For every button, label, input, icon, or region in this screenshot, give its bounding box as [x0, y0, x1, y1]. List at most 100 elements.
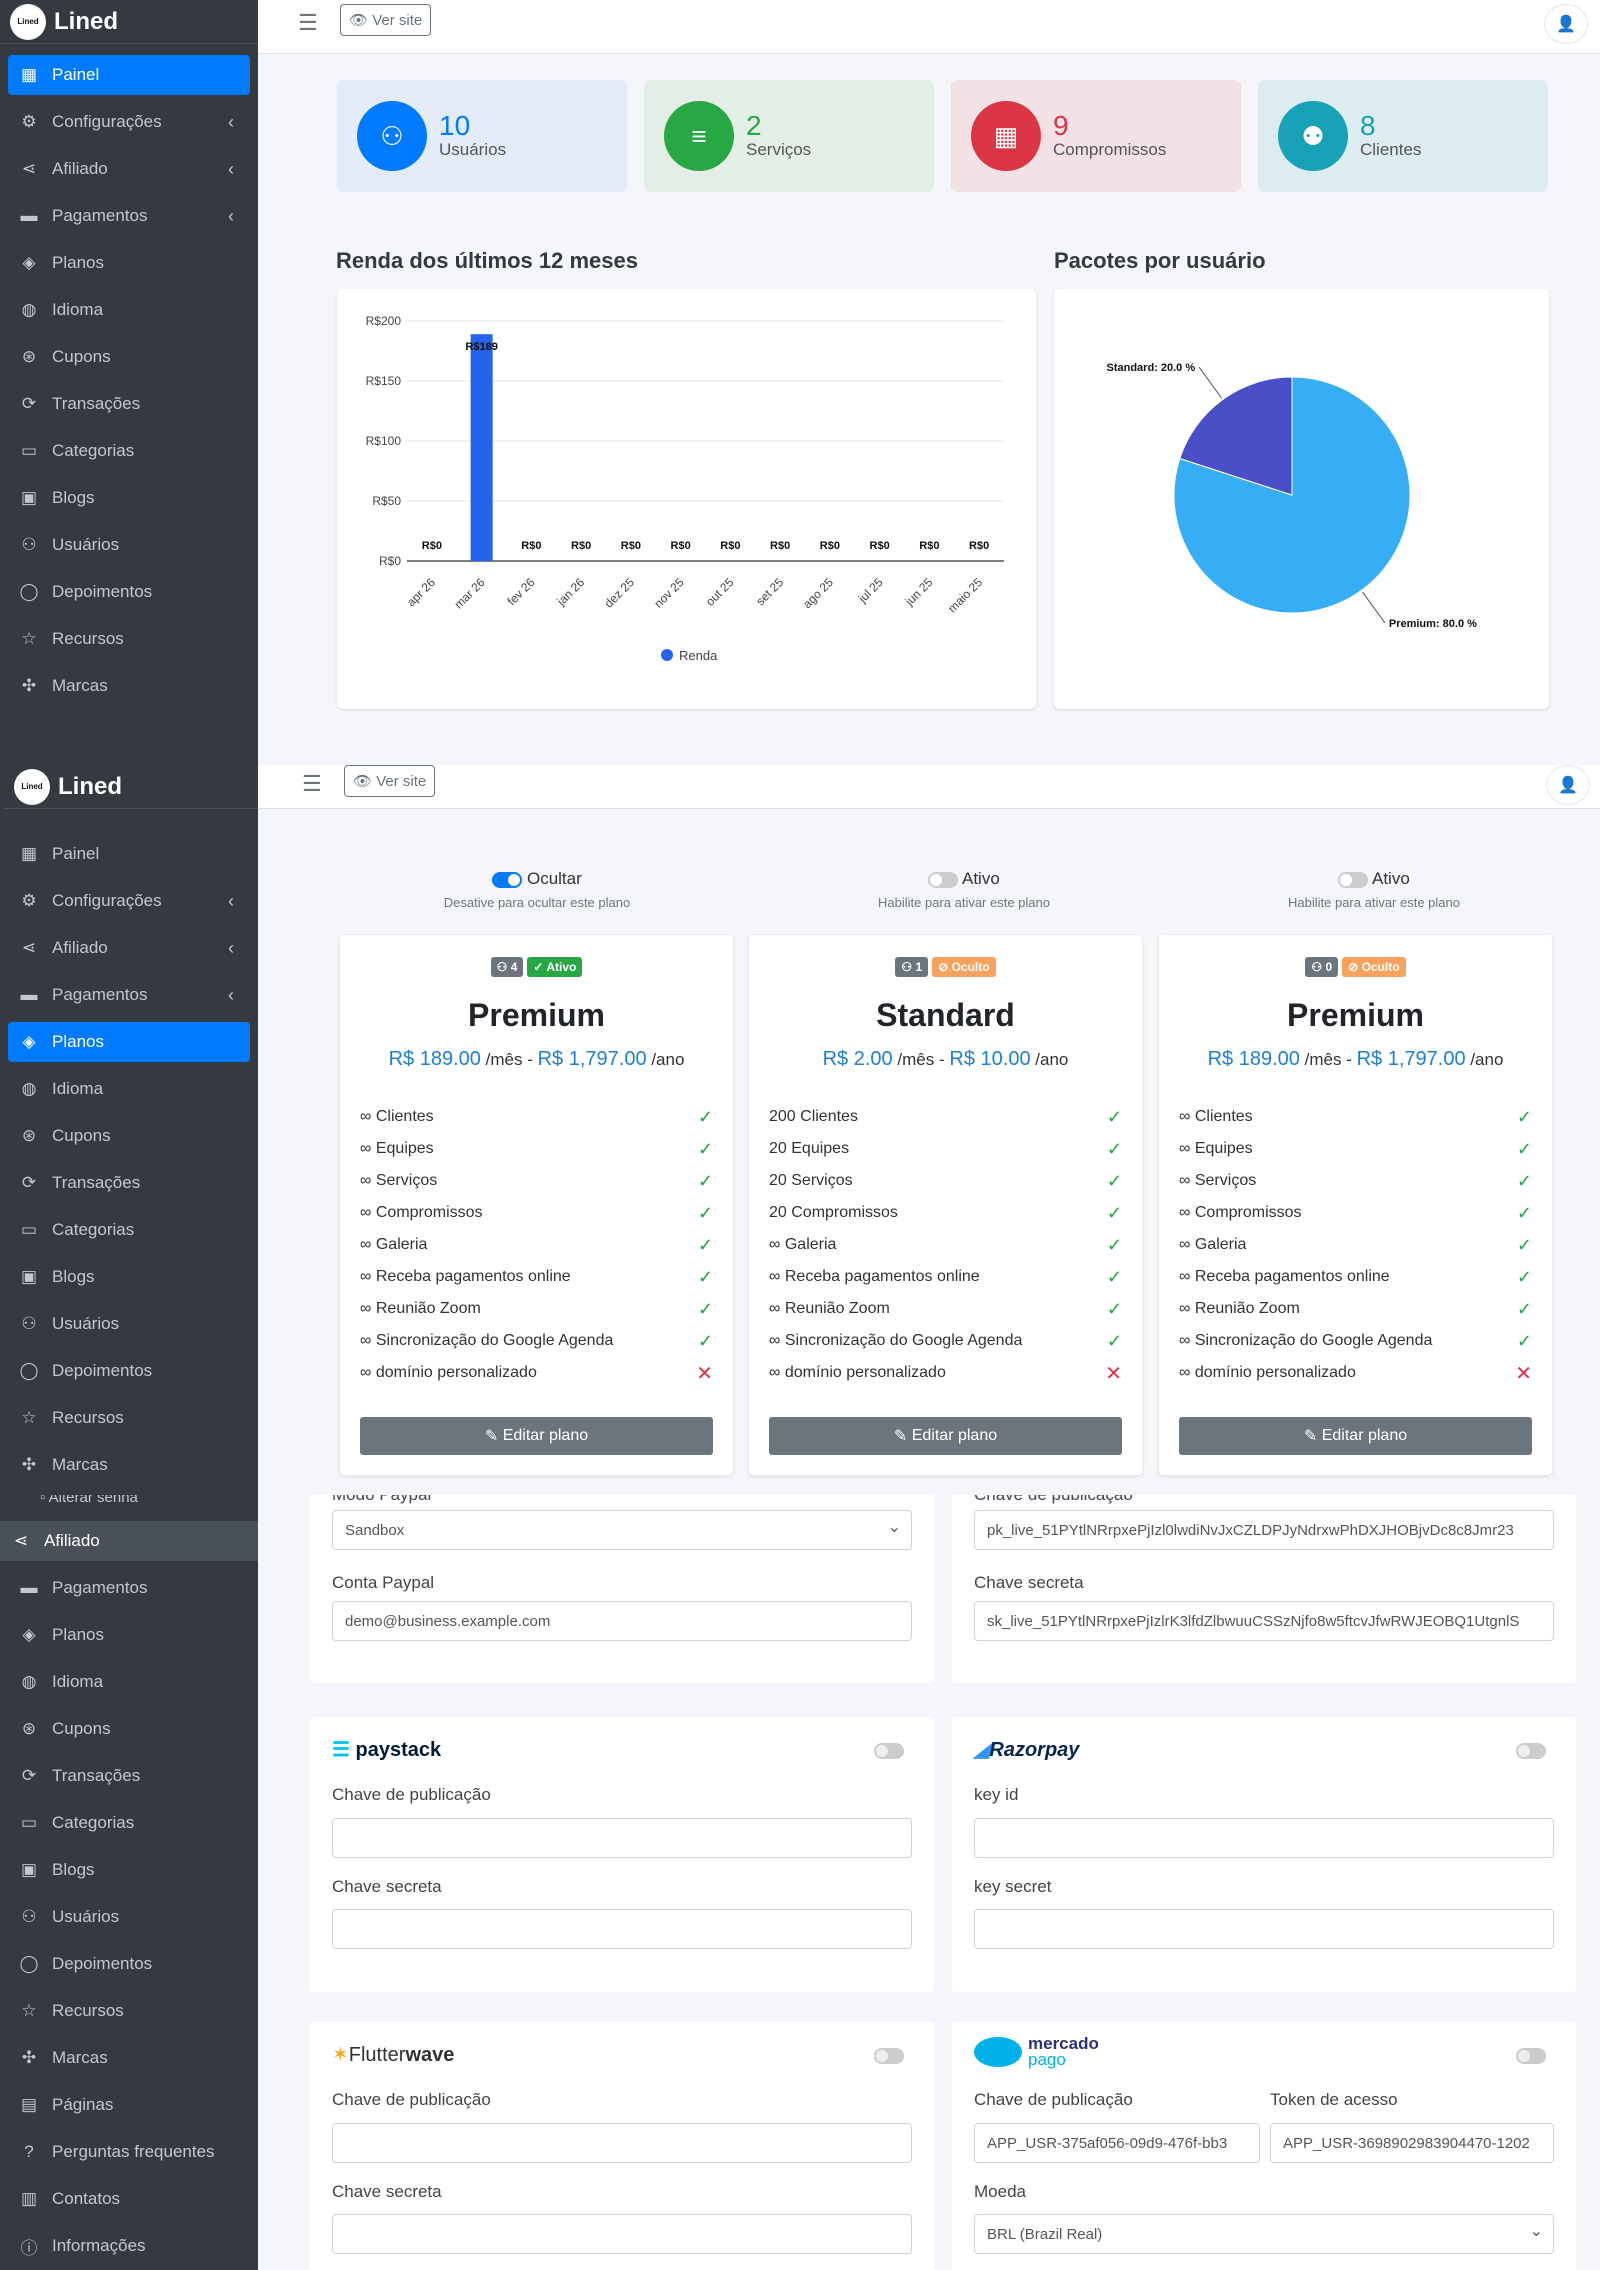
flutterwave-logo-text-b: wave — [405, 2044, 455, 2066]
sidebar-item-contatos[interactable]: ▥ Contatos — [8, 2179, 250, 2219]
hamburger-icon[interactable]: ☰ — [298, 10, 318, 35]
mercadopago-access-token-input[interactable]: APP_USR-3698902983904470-1202 — [1270, 2123, 1554, 2163]
stripe-secret-key-label: Chave secreta — [974, 1573, 1084, 1592]
sidebar-item-depoimentos[interactable]: ◯ Depoimentos — [8, 1944, 250, 1984]
stat-box-compromissos[interactable]: ▦ 9 Compromissos — [951, 80, 1241, 192]
bar[interactable] — [470, 334, 493, 561]
stat-box-serviços[interactable]: ≡ 2 Serviços — [644, 80, 934, 192]
paystack-toggle[interactable] — [874, 1743, 904, 1759]
sidebar-item-painel[interactable]: ▦ Painel — [8, 55, 250, 95]
sidebar-item-páginas[interactable]: ▤ Páginas — [8, 2085, 250, 2125]
globe-icon: ◍ — [21, 1672, 37, 1691]
sidebar-item-label: Blogs — [52, 488, 95, 507]
sidebar-item-categorias[interactable]: ▭ Categorias — [8, 431, 250, 471]
question-icon: ? — [24, 2142, 34, 2161]
sidebar-item-pagamentos[interactable]: ▬ Pagamentos — [8, 1568, 250, 1608]
sidebar-item-usuários[interactable]: ⚇ Usuários — [8, 1897, 250, 1937]
plan-visibility-toggle[interactable]: Ocultar Desative para ocultar este plano — [387, 869, 687, 910]
sidebar-item-planos[interactable]: ◈ Planos — [8, 1615, 250, 1655]
sidebar-item-marcas[interactable]: ✣ Marcas — [8, 2038, 250, 2078]
paypal-mode-select[interactable]: Sandbox — [332, 1510, 912, 1550]
sidebar-item-categorias[interactable]: ▭ Categorias — [8, 1803, 250, 1843]
brand[interactable]: Lined Lined — [0, 0, 258, 44]
sidebar-item-planos[interactable]: ◈ Planos — [8, 1022, 250, 1062]
feature-item: ∞ Receba pagamentos online ✓ — [1179, 1266, 1532, 1287]
view-site-button[interactable]: 👁 Ver site — [340, 4, 432, 36]
sidebar-item-blogs[interactable]: ▣ Blogs — [8, 1850, 250, 1890]
sidebar-item-planos[interactable]: ◈ Planos — [8, 243, 250, 283]
toggle-label: Ativo — [1372, 869, 1410, 888]
edit-plan-button[interactable]: ✎ Editar plano — [360, 1417, 713, 1455]
stat-box-clientes[interactable]: ⚉ 8 Clientes — [1258, 80, 1548, 192]
flutterwave-secret-key-input[interactable] — [332, 2214, 912, 2254]
chevron-left-icon: ‹ — [228, 111, 234, 132]
sidebar-item-recursos[interactable]: ☆ Recursos — [8, 619, 250, 659]
infinity-icon: ∞ — [360, 1268, 372, 1285]
flutterwave-toggle[interactable] — [874, 2048, 904, 2064]
razorpay-key-id-input[interactable] — [974, 1818, 1554, 1858]
x-tick-label: mar 26 — [451, 575, 488, 612]
legend-label[interactable]: Renda — [679, 648, 718, 663]
pie-slice-standard[interactable] — [1179, 376, 1293, 496]
brand-logo: Lined — [10, 3, 46, 40]
sidebar-item-configurações[interactable]: ⚙ Configurações ‹ — [8, 102, 250, 142]
paystack-secret-key-input[interactable] — [332, 1909, 912, 1949]
sidebar-item-transações[interactable]: ⟳ Transações — [8, 384, 250, 424]
sidebar-item-blogs[interactable]: ▣ Blogs — [8, 478, 250, 518]
edit-plan-button[interactable]: ✎ Editar plano — [1179, 1417, 1532, 1455]
sidebar-item-pagamentos[interactable]: ▬ Pagamentos ‹ — [8, 196, 250, 236]
mercadopago-currency-select[interactable]: BRL (Brazil Real) — [974, 2214, 1554, 2254]
sidebar-item-afiliado[interactable]: ⋖ Afiliado ‹ — [8, 149, 250, 189]
sidebar-item-informações[interactable]: ⓘ Informações — [8, 2226, 250, 2266]
toggle-switch[interactable] — [1338, 871, 1369, 888]
sidebar-item-afiliado[interactable]: ⋖ Afiliado ‹ — [8, 928, 250, 968]
edit-plan-button[interactable]: ✎ Editar plano — [769, 1417, 1122, 1455]
sidebar-item-perguntas-frequentes[interactable]: ? Perguntas frequentes — [8, 2132, 250, 2172]
view-site-button[interactable]: 👁 Ver site — [344, 765, 436, 797]
sidebar-item-depoimentos[interactable]: ◯ Depoimentos — [8, 1351, 250, 1391]
mercadopago-publish-key-input[interactable]: APP_USR-375af056-09d9-476f-bb3 — [974, 2123, 1260, 2163]
sidebar-item-usuários[interactable]: ⚇ Usuários — [8, 1304, 250, 1344]
sidebar-item-change-password[interactable]: ▫ Alterar senha — [0, 1495, 258, 1521]
sidebar-item-pagamentos[interactable]: ▬ Pagamentos ‹ — [8, 975, 250, 1015]
sidebar-item-idioma[interactable]: ◍ Idioma — [8, 1069, 250, 1109]
sidebar-item-marcas[interactable]: ✣ Marcas — [8, 666, 250, 706]
sidebar-item-idioma[interactable]: ◍ Idioma — [8, 290, 250, 330]
user-menu-icon[interactable]: 👤 — [1546, 765, 1590, 805]
sidebar-item-usuários[interactable]: ⚇ Usuários — [8, 525, 250, 565]
user-menu-icon[interactable]: 👤 — [1544, 4, 1588, 44]
razorpay-key-secret-input[interactable] — [974, 1909, 1554, 1949]
toggle-switch[interactable] — [928, 871, 959, 888]
pie-slice-premium[interactable] — [1173, 376, 1411, 614]
brand[interactable]: Lined Lined — [4, 765, 258, 809]
paypal-account-input[interactable]: demo@business.example.com — [332, 1601, 912, 1641]
hamburger-icon[interactable]: ☰ — [302, 771, 322, 796]
paystack-publish-key-input[interactable] — [332, 1818, 912, 1858]
stripe-publish-key-input[interactable]: pk_live_51PYtlNRrpxePjIzl0lwdiNvJxCZLDPJ… — [974, 1510, 1554, 1550]
razorpay-toggle[interactable] — [1516, 1743, 1546, 1759]
sidebar-item-marcas[interactable]: ✣ Marcas — [8, 1445, 250, 1485]
sidebar-item-cupons[interactable]: ⊛ Cupons — [8, 1709, 250, 1749]
toggle-switch[interactable] — [492, 871, 523, 888]
plan-visibility-toggle[interactable]: Ativo Habilite para ativar este plano — [1224, 869, 1524, 910]
sidebar-item-idioma[interactable]: ◍ Idioma — [8, 1662, 250, 1702]
sidebar-item-configurações[interactable]: ⚙ Configurações ‹ — [8, 881, 250, 921]
sidebar-item-recursos[interactable]: ☆ Recursos — [8, 1991, 250, 2031]
sidebar-item-transações[interactable]: ⟳ Transações — [8, 1756, 250, 1796]
sidebar-item-cupons[interactable]: ⊛ Cupons — [8, 1116, 250, 1156]
sidebar-item-afiliado[interactable]: ⋖ Afiliado — [0, 1521, 258, 1561]
sidebar-item-depoimentos[interactable]: ◯ Depoimentos — [8, 572, 250, 612]
chevron-left-icon: ‹ — [228, 158, 234, 179]
sidebar-item-cupons[interactable]: ⊛ Cupons — [8, 337, 250, 377]
stripe-secret-key-input[interactable]: sk_live_51PYtlNRrpxePjIzlrK3lfdZlbwuuCSS… — [974, 1601, 1554, 1641]
flutterwave-publish-key-input[interactable] — [332, 2123, 912, 2163]
sidebar-item-recursos[interactable]: ☆ Recursos — [8, 1398, 250, 1438]
feature-item: ∞ Compromissos ✓ — [360, 1202, 713, 1223]
sidebar-item-transações[interactable]: ⟳ Transações — [8, 1163, 250, 1203]
sidebar-item-blogs[interactable]: ▣ Blogs — [8, 1257, 250, 1297]
sidebar-item-categorias[interactable]: ▭ Categorias — [8, 1210, 250, 1250]
stat-box-usuários[interactable]: ⚇ 10 Usuários — [337, 80, 627, 192]
sidebar-item-painel[interactable]: ▦ Painel — [8, 834, 250, 874]
mercadopago-toggle[interactable] — [1516, 2048, 1546, 2064]
plan-visibility-toggle[interactable]: Ativo Habilite para ativar este plano — [814, 869, 1114, 910]
